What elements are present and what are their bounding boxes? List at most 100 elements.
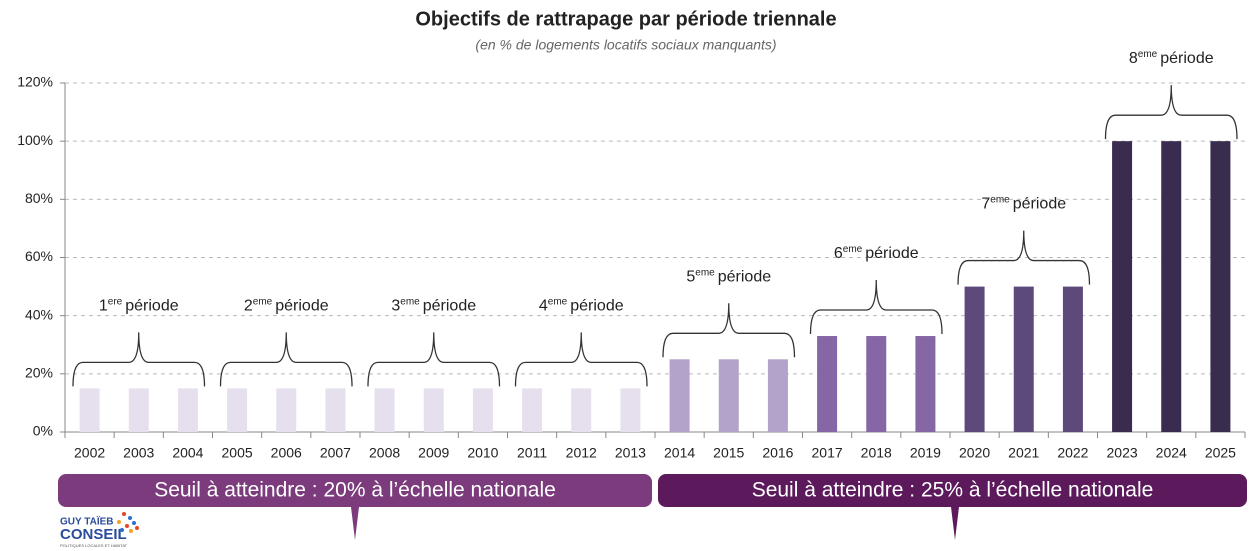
bar bbox=[472, 388, 493, 432]
x-tick-label: 2007 bbox=[320, 445, 351, 461]
period-number: 3 bbox=[391, 298, 400, 315]
period-text: période bbox=[570, 298, 623, 315]
bar bbox=[522, 388, 543, 432]
period-brace bbox=[72, 332, 206, 387]
period-label: 2eme période bbox=[244, 296, 329, 315]
x-tick-label: 2009 bbox=[418, 445, 449, 461]
x-tick-label: 2024 bbox=[1156, 445, 1187, 461]
bar bbox=[325, 388, 346, 432]
x-tick-label: 2016 bbox=[762, 445, 793, 461]
bar bbox=[79, 388, 100, 432]
y-tick-label: 120% bbox=[17, 74, 53, 90]
bar bbox=[177, 388, 198, 432]
bar bbox=[964, 286, 985, 432]
chart-title: Objectifs de rattrapage par période trie… bbox=[415, 8, 836, 30]
x-tick-label: 2006 bbox=[271, 445, 302, 461]
period-label: 5eme période bbox=[686, 267, 771, 286]
banner bbox=[58, 474, 652, 507]
period-number: 7 bbox=[981, 196, 990, 213]
period-text: période bbox=[125, 298, 178, 315]
period-number: 1 bbox=[99, 298, 108, 315]
period-label: 7eme période bbox=[981, 194, 1066, 213]
period-number: 4 bbox=[539, 298, 548, 315]
bar bbox=[915, 336, 936, 432]
banner-pointer bbox=[951, 507, 959, 540]
logo-dot bbox=[122, 512, 126, 516]
bar bbox=[866, 336, 887, 432]
bar bbox=[571, 388, 592, 432]
period-text: période bbox=[275, 298, 328, 315]
banner bbox=[658, 474, 1247, 507]
bar bbox=[1062, 286, 1083, 432]
period-suffix: ere bbox=[108, 296, 123, 307]
period-suffix: eme bbox=[1138, 49, 1158, 60]
x-tick-label: 2013 bbox=[615, 445, 646, 461]
bar bbox=[620, 388, 641, 432]
bar bbox=[1210, 141, 1231, 432]
period-label: 1ere période bbox=[99, 296, 179, 315]
chart-subtitle: (en % de logements locatifs sociaux manq… bbox=[475, 37, 776, 53]
period-brace bbox=[662, 303, 796, 358]
x-tick-label: 2003 bbox=[123, 445, 154, 461]
period-suffix: eme bbox=[990, 194, 1010, 205]
y-tick-label: 80% bbox=[25, 190, 53, 206]
period-brace bbox=[367, 332, 501, 387]
period-suffix: eme bbox=[253, 296, 273, 307]
x-tick-label: 2008 bbox=[369, 445, 400, 461]
logo-dot bbox=[117, 520, 121, 524]
logo-dot bbox=[128, 516, 132, 520]
bar bbox=[1013, 286, 1034, 432]
y-tick-label: 40% bbox=[25, 306, 53, 322]
x-tick-label: 2010 bbox=[467, 445, 498, 461]
period-brace bbox=[1104, 85, 1238, 140]
bar bbox=[374, 388, 395, 432]
logo-dot bbox=[120, 528, 124, 532]
x-tick-label: 2023 bbox=[1107, 445, 1138, 461]
period-suffix: eme bbox=[400, 296, 420, 307]
x-tick-label: 2021 bbox=[1008, 445, 1039, 461]
bar bbox=[718, 359, 739, 432]
period-number: 2 bbox=[244, 298, 253, 315]
logo-dot bbox=[129, 529, 133, 533]
x-tick-label: 2020 bbox=[959, 445, 990, 461]
x-tick-label: 2022 bbox=[1057, 445, 1088, 461]
period-number: 6 bbox=[834, 245, 843, 262]
period-label: 8eme période bbox=[1129, 49, 1214, 68]
period-text: période bbox=[423, 298, 476, 315]
period-label: 6eme période bbox=[834, 244, 919, 263]
period-number: 8 bbox=[1129, 50, 1138, 67]
period-brace bbox=[514, 332, 648, 387]
banner-pointer bbox=[351, 507, 359, 540]
period-text: période bbox=[1013, 196, 1066, 213]
x-tick-label: 2017 bbox=[812, 445, 843, 461]
period-suffix: eme bbox=[695, 267, 715, 278]
period-text: période bbox=[1160, 50, 1213, 67]
bar bbox=[1112, 141, 1133, 432]
period-label: 3eme période bbox=[391, 296, 476, 315]
x-tick-label: 2019 bbox=[910, 445, 941, 461]
y-tick-label: 0% bbox=[33, 423, 53, 439]
x-tick-label: 2025 bbox=[1205, 445, 1236, 461]
logo-dot bbox=[135, 526, 139, 530]
x-tick-label: 2004 bbox=[172, 445, 203, 461]
banner-text: Seuil à atteindre : 25% à l’échelle nati… bbox=[752, 479, 1154, 502]
period-number: 5 bbox=[686, 269, 695, 286]
bar bbox=[128, 388, 149, 432]
y-tick-label: 60% bbox=[25, 248, 53, 264]
bar bbox=[817, 336, 838, 432]
x-tick-label: 2012 bbox=[566, 445, 597, 461]
banner-text: Seuil à atteindre : 20% à l’échelle nati… bbox=[154, 479, 556, 502]
period-suffix: eme bbox=[548, 296, 568, 307]
logo-dot bbox=[132, 521, 136, 525]
x-tick-label: 2014 bbox=[664, 445, 695, 461]
bar bbox=[767, 359, 788, 432]
bar bbox=[1161, 141, 1182, 432]
x-tick-label: 2002 bbox=[74, 445, 105, 461]
logo-line2: CONSEIL bbox=[60, 526, 127, 543]
y-tick-label: 100% bbox=[17, 132, 53, 148]
period-suffix: eme bbox=[843, 244, 863, 255]
period-text: période bbox=[718, 269, 771, 286]
logo-line3: POLITIQUES LOCALES ET HABITAT bbox=[60, 543, 128, 548]
x-tick-label: 2005 bbox=[222, 445, 253, 461]
